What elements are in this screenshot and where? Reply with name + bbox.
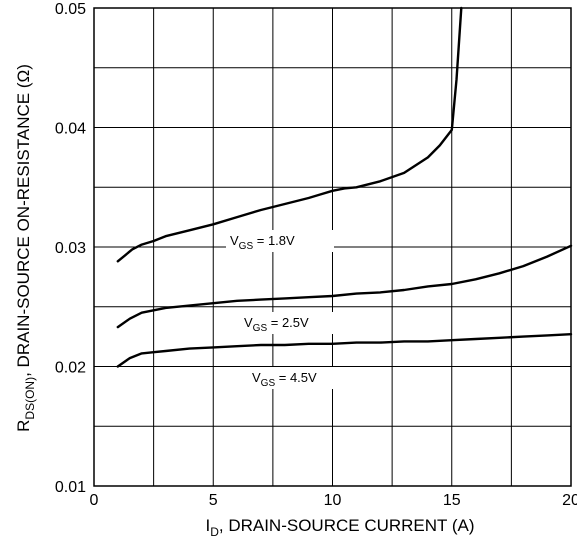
series-label-vgs-4-5v: VGS = 4.5V: [252, 370, 317, 389]
series-label-main: V: [244, 315, 253, 330]
series-label-background: [226, 230, 334, 252]
series-label-main: V: [252, 370, 261, 385]
series-label-vgs-1-8v-group: VGS = 1.8V: [226, 230, 334, 252]
series-label-vgs-2-5v: VGS = 2.5V: [244, 315, 309, 334]
series-label-subscript: GS: [239, 241, 254, 252]
series-label-vgs-1-8v: VGS = 1.8V: [230, 233, 295, 252]
x-tick-label: 20: [562, 492, 577, 509]
series-vgs-2-5v-line: [116, 244, 573, 329]
series-label-rest: = 4.5V: [275, 370, 317, 385]
x-axis-label: ID, DRAIN-SOURCE CURRENT (A): [205, 516, 474, 539]
x-tick-label: 5: [209, 492, 218, 509]
y-tick-label: 0.05: [55, 1, 86, 18]
y-axis-label-main: R: [14, 420, 33, 432]
x-axis-label-rest: , DRAIN-SOURCE CURRENT (A): [219, 516, 475, 535]
x-axis-label-subscript: D: [210, 525, 219, 539]
y-axis-label: RDS(ON), DRAIN-SOURCE ON-RESISTANCE (Ω): [14, 64, 37, 432]
y-tick-label: 0.01: [55, 479, 86, 496]
x-tick-labels: 0 5 10 15 20: [90, 492, 577, 509]
x-axis-label-main: I: [205, 516, 210, 535]
series-label-vgs-4-5v-group: VGS = 4.5V: [248, 367, 356, 389]
series-lines: [116, 6, 573, 368]
series-label-rest: = 1.8V: [253, 233, 295, 248]
series-label-subscript: GS: [261, 378, 276, 389]
series-label-rest: = 2.5V: [267, 315, 309, 330]
series-label-main: V: [230, 233, 239, 248]
x-tick-label: 10: [324, 492, 342, 509]
x-tick-label: 0: [90, 492, 99, 509]
series-label-subscript: GS: [253, 323, 268, 334]
y-axis-label-subscript: DS(ON): [23, 377, 37, 420]
series-label-background: [240, 312, 348, 334]
series-vgs-1-8v-line: [116, 6, 463, 263]
y-axis-label-rest: , DRAIN-SOURCE ON-RESISTANCE (Ω): [14, 64, 33, 377]
x-tick-label: 15: [443, 492, 461, 509]
series-vgs-4-5v-line: [116, 333, 573, 368]
y-tick-labels: 0.01 0.02 0.03 0.04 0.05: [55, 1, 86, 496]
y-tick-label: 0.03: [55, 240, 86, 257]
y-tick-label: 0.04: [55, 121, 86, 138]
series-label-vgs-2-5v-group: VGS = 2.5V: [240, 312, 348, 334]
y-tick-label: 0.02: [55, 360, 86, 377]
series-label-background: [248, 367, 356, 389]
